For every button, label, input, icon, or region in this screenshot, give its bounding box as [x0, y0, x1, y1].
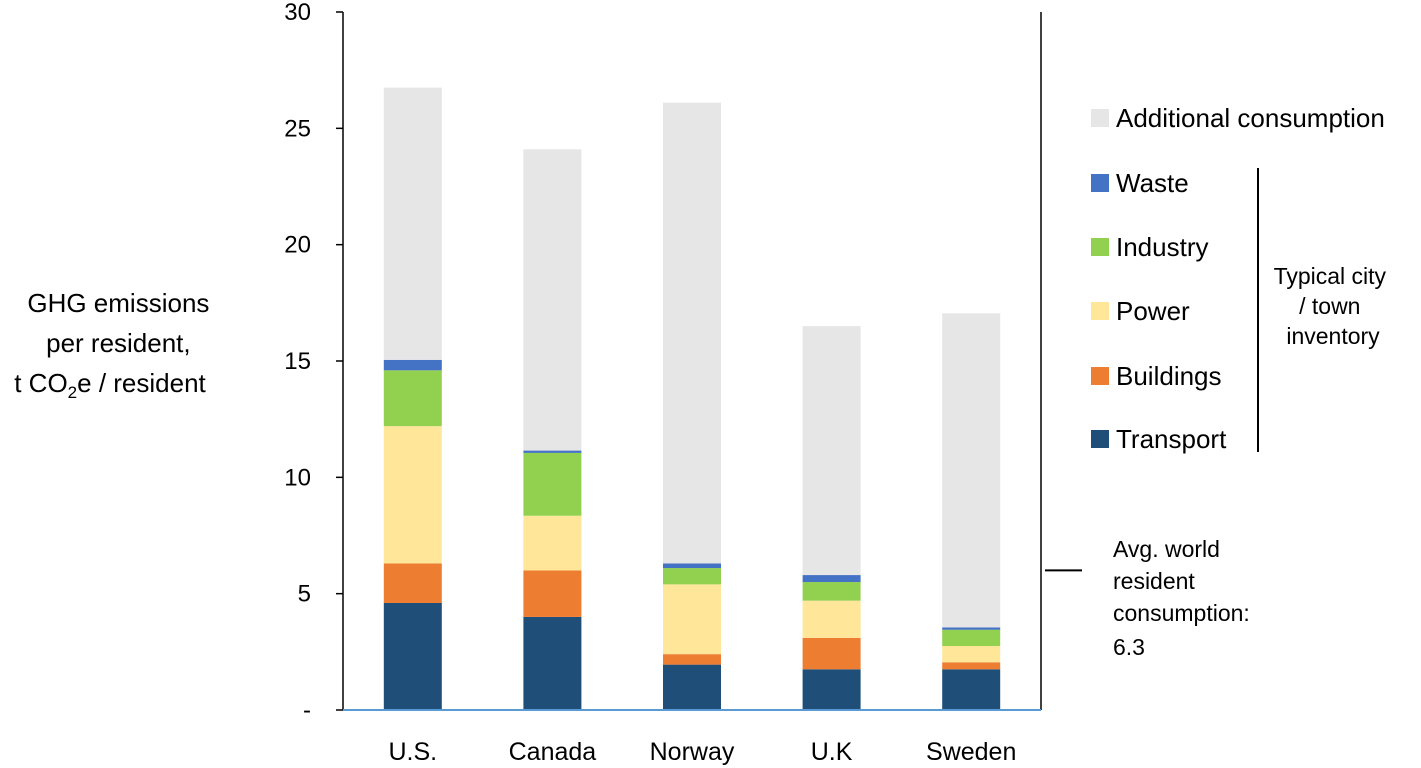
bar-u-k-industry [802, 582, 861, 601]
x-tick-label: U.K [811, 738, 853, 766]
x-tick-label: Sweden [926, 738, 1016, 766]
bars-layer: U.S. Canada Norway U.K Sweden [383, 87, 1016, 766]
x-tick-label: Canada [509, 738, 597, 766]
bar-u-s-power [383, 426, 442, 564]
x-tick-label: Norway [650, 738, 735, 766]
bar-sweden-transport [942, 669, 1001, 710]
bar-norway-industry [663, 568, 721, 585]
bar-u-k-transport [802, 669, 861, 710]
legend-swatch-waste [1091, 174, 1109, 192]
bar-u-k-additional-consumption [802, 326, 861, 576]
legend-label-buildings: Buildings [1116, 361, 1222, 391]
bar-norway-transport [663, 664, 721, 710]
bar-canada-transport [523, 616, 582, 710]
legend-label-waste: Waste [1116, 168, 1189, 198]
legend-swatch-transport [1091, 430, 1109, 448]
bar-sweden-additional-consumption [942, 313, 1001, 628]
bar-norway-waste [663, 563, 721, 569]
y-axis-label: GHG emissions per resident, t CO2e / res… [14, 288, 216, 402]
y-tick-label: 30 [284, 0, 311, 26]
bar-canada-waste [523, 450, 582, 453]
bar-canada-industry [523, 452, 582, 516]
bar-u-s-additional-consumption [383, 87, 442, 360]
bar-u-s-waste [383, 359, 442, 371]
y-tick-label: 15 [284, 348, 311, 375]
y-tick-label: - [303, 697, 311, 724]
bar-norway-additional-consumption [663, 102, 721, 564]
x-tick-label: U.S. [388, 738, 437, 766]
axes-layer: - 5 10 15 20 25 30 [284, 0, 1042, 724]
bar-norway-buildings [663, 654, 721, 665]
legend-swatch-buildings [1091, 367, 1109, 385]
legend-label-industry: Industry [1116, 232, 1209, 262]
bar-sweden-industry [942, 629, 1001, 647]
bar-canada-power [523, 515, 582, 571]
legend-swatch-industry [1091, 238, 1109, 256]
bar-norway-power [663, 584, 721, 655]
world-average-label: Avg. world resident consumption: 6.3 [1113, 536, 1256, 660]
y-tick-label: 25 [284, 115, 311, 142]
bar-u-k-waste [802, 575, 861, 583]
bar-canada-additional-consumption [523, 149, 582, 451]
legend: Additional consumption Waste Industry Power… [1091, 103, 1385, 454]
bar-u-k-power [802, 600, 861, 638]
bar-sweden-power [942, 646, 1001, 663]
legend-swatch-additional-consumption [1091, 109, 1109, 127]
bar-sweden-waste [942, 627, 1001, 630]
y-tick-label: 20 [284, 232, 311, 259]
bar-u-s-buildings [383, 563, 442, 603]
bar-u-k-buildings [802, 637, 861, 670]
bar-u-s-industry [383, 370, 442, 427]
bar-sweden-buildings [942, 662, 1001, 670]
bar-u-s-transport [383, 602, 442, 710]
y-tick-label: 10 [284, 464, 311, 491]
legend-swatch-power [1091, 302, 1109, 320]
inventory-bracket-label: Typical city / town inventory [1274, 263, 1393, 349]
legend-label-additional-consumption: Additional consumption [1116, 103, 1385, 133]
bar-canada-buildings [523, 570, 582, 617]
legend-label-transport: Transport [1116, 424, 1227, 454]
y-tick-label: 5 [298, 581, 311, 608]
legend-label-power: Power [1116, 296, 1190, 326]
